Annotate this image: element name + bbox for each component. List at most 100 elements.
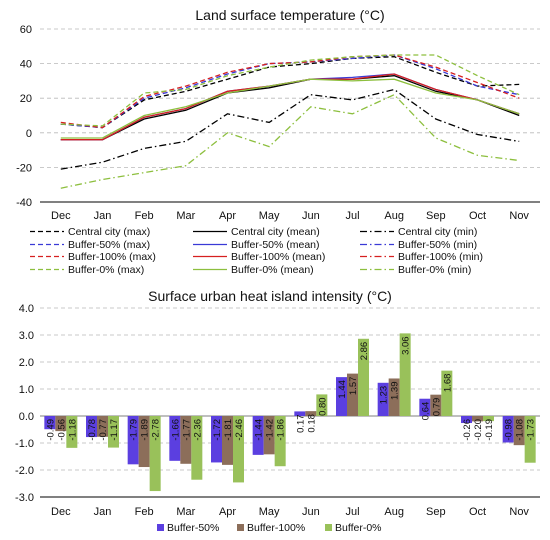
y-tick-label: 3.0 xyxy=(19,330,34,342)
bar-data-label: -0.49 xyxy=(45,419,56,441)
bar-data-label: -1.73 xyxy=(526,419,537,441)
x-tick-label: Jul xyxy=(345,506,359,518)
bar xyxy=(461,416,472,424)
y-tick-label: -40 xyxy=(16,197,32,209)
bar-data-label: -0.26 xyxy=(462,419,473,441)
legend-label: Buffer-50% (min) xyxy=(398,239,477,251)
x-tick-label: Oct xyxy=(469,210,486,222)
bar xyxy=(388,378,400,416)
x-tick-label: Apr xyxy=(219,506,236,518)
x-tick-label: Nov xyxy=(509,506,529,518)
y-tick-label: 0 xyxy=(26,128,32,140)
bar xyxy=(513,416,525,446)
bar xyxy=(233,416,244,483)
bar-data-label: -1.81 xyxy=(223,419,234,441)
legend-label: Buffer-0% xyxy=(335,522,382,534)
x-tick-label: Feb xyxy=(135,210,154,222)
y-tick-label: -2.0 xyxy=(15,465,34,477)
bar-data-label: 2.86 xyxy=(359,342,370,361)
chart-title-temperature: Land surface temperature (°C) xyxy=(195,7,384,23)
bar xyxy=(138,416,150,468)
bar xyxy=(180,416,192,464)
bar-data-label: -1.77 xyxy=(181,419,192,441)
bar-data-label: 0.17 xyxy=(295,414,306,433)
bar xyxy=(86,416,97,438)
x-tick-label: Aug xyxy=(384,210,404,222)
legend-label: Buffer-100% xyxy=(247,522,305,534)
y-tick-label: -1.0 xyxy=(15,438,34,450)
legend-label: Buffer-0% (min) xyxy=(398,264,471,276)
bar xyxy=(336,377,347,416)
bar-data-label: 0.79 xyxy=(431,398,442,417)
x-tick-label: Jun xyxy=(302,210,320,222)
legend-label: Buffer-100% (max) xyxy=(68,251,156,263)
y-tick-label: 0.0 xyxy=(19,411,34,423)
series-line xyxy=(60,93,520,189)
bar-data-label: -1.17 xyxy=(109,419,120,441)
bar xyxy=(127,416,139,465)
bar xyxy=(524,416,536,463)
x-tick-label: Dec xyxy=(51,506,71,518)
bar-data-label: -0.98 xyxy=(504,419,515,441)
legend-label: Central city (mean) xyxy=(231,226,320,238)
bar xyxy=(66,416,78,448)
y-tick-label: 4.0 xyxy=(19,303,34,315)
x-tick-label: May xyxy=(259,506,280,518)
bar-data-label: -1.79 xyxy=(129,419,140,441)
bar-data-label: 0.80 xyxy=(317,397,328,416)
bar xyxy=(97,416,108,437)
bar-chart-suhii: -3.0 -2.0 -1.0 0.0 1.0 2.0 3.0 4.0 Dec Jan Feb Mar A… xyxy=(15,303,540,534)
x-tick-label: Jul xyxy=(345,210,359,222)
bar-data-label: -1.44 xyxy=(254,419,265,441)
bar-data-label: -2.78 xyxy=(151,419,162,441)
bar xyxy=(263,416,275,455)
bar xyxy=(472,416,483,422)
bar-data-label: 0.18 xyxy=(306,414,317,433)
bar xyxy=(222,416,233,465)
series-line xyxy=(60,56,520,129)
line-chart-temperature: -40 -20 0 20 40 60 Dec Jan Feb Mar Apr May Jun Jul Aug… xyxy=(16,24,540,276)
bar-data-label: 0.64 xyxy=(420,402,431,421)
x-tick-label: May xyxy=(259,210,280,222)
y-tick-label: 2.0 xyxy=(19,357,34,369)
x-tick-label: Oct xyxy=(469,506,486,518)
bar xyxy=(377,382,389,416)
bar xyxy=(252,416,264,455)
bar xyxy=(211,416,222,463)
bar-data-label: -0.78 xyxy=(87,419,98,441)
legend-label: Central city (min) xyxy=(398,226,477,238)
bar xyxy=(191,416,203,480)
bar xyxy=(441,370,453,416)
x-tick-label: Mar xyxy=(176,210,195,222)
bar xyxy=(430,394,442,416)
series-line xyxy=(60,54,520,127)
bar-data-label: 3.06 xyxy=(401,336,412,355)
legend-label: Buffer-50% xyxy=(167,522,219,534)
y-tick-label: 60 xyxy=(20,24,32,36)
chart-title-suhii: Surface urban heat island intensity (°C) xyxy=(148,288,392,304)
bar xyxy=(502,416,514,443)
bar-data-label: -1.86 xyxy=(276,419,287,441)
bar xyxy=(358,338,369,416)
legend-label: Buffer-50% (mean) xyxy=(231,239,320,251)
x-tick-label: Dec xyxy=(51,210,71,222)
y-tick-label: 1.0 xyxy=(19,384,34,396)
bar-data-label: -0.19 xyxy=(484,419,495,441)
bar-data-label: 1.44 xyxy=(337,380,348,399)
bar-data-label: -1.89 xyxy=(140,419,151,441)
bar-data-label: -2.46 xyxy=(234,419,245,441)
bar-data-label: -1.18 xyxy=(67,419,78,441)
bar xyxy=(419,398,431,416)
y-tick-label: 20 xyxy=(20,93,32,105)
legend-label: Buffer-50% (max) xyxy=(68,239,150,251)
bar-data-label: -1.08 xyxy=(515,419,526,441)
legend-swatch xyxy=(157,524,164,531)
series-line xyxy=(60,78,520,139)
x-tick-label: Nov xyxy=(509,210,529,222)
bar-data-label: -1.42 xyxy=(265,419,276,441)
x-tick-label: Sep xyxy=(426,210,446,222)
x-tick-label: Jan xyxy=(94,210,112,222)
x-tick-label: Feb xyxy=(135,506,154,518)
x-tick-label: Jun xyxy=(302,506,320,518)
